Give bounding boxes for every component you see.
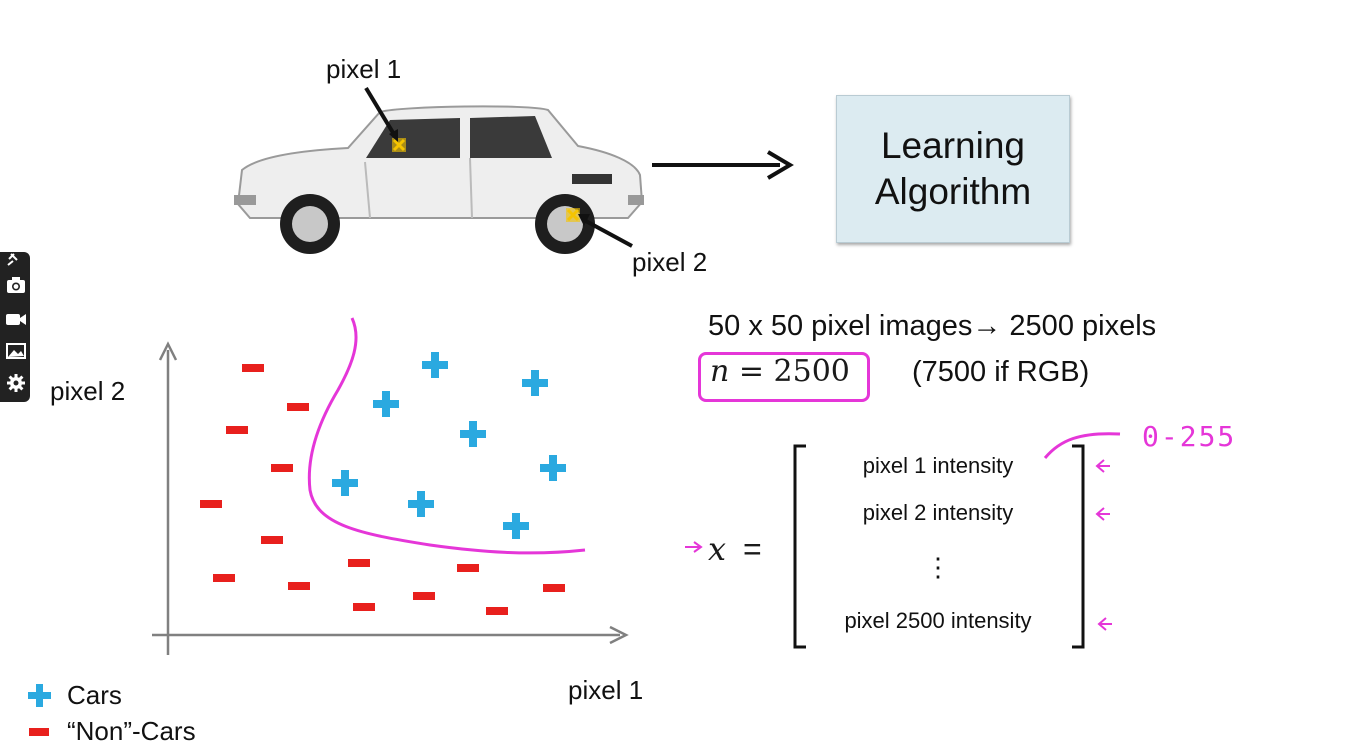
n-variable: n [710,354,730,389]
legend-minus-icon [29,728,49,736]
gear-icon[interactable] [5,372,27,394]
side-toolbar [0,252,30,402]
label-pixel1-car: pixel 1 [326,54,402,84]
noncar-point-8 [288,582,310,590]
noncar-point-4 [271,464,293,472]
car-point-8 [503,513,529,539]
vector-row-1: pixel 1 intensity [862,453,1014,478]
algo-line-1: Learning [880,125,1025,166]
noncar-point-9 [348,559,370,567]
noncar-point-3 [226,426,248,434]
pixel1-marker-icon [392,138,406,152]
noncar-point-13 [413,592,435,600]
noncar-point-11 [543,584,565,592]
n-highlight-box [698,352,870,402]
plot-axes [152,341,629,655]
car-point-5 [540,455,566,481]
vector-row-ellipsis: ⋮ [925,552,951,582]
label-pixel2-car: pixel 2 [632,247,708,277]
noncar-point-14 [486,607,508,615]
car-point-7 [408,491,434,517]
rgb-note: (7500 if RGB) [912,356,1090,388]
pin-icon[interactable] [5,252,27,266]
camera-icon[interactable] [5,274,27,296]
noncar-point-7 [213,574,235,582]
car-point-3 [373,391,399,417]
legend-non-cars: “Non”-Cars [67,716,196,746]
x-equation: x = [708,530,762,568]
noncar-point-12 [353,603,375,611]
decision-boundary [307,317,586,555]
car-image [234,105,644,254]
algo-line-2: Algorithm [874,171,1032,212]
x-variable: x [708,530,727,568]
x-axis-label: pixel 1 [568,675,644,705]
vector-row-last: pixel 2500 intensity [844,608,1032,633]
y-axis-label: pixel 2 [50,376,126,406]
video-icon[interactable] [5,308,27,330]
learning-algorithm-box: Learning Algorithm [836,95,1070,243]
range-annotation: 0-255 [1142,420,1237,453]
noncar-point-10 [457,564,479,572]
legend-plus-icon [28,684,51,707]
n-value: = 2500 [738,354,850,389]
noncar-point-1 [242,364,264,372]
car-point-4 [460,421,486,447]
car-point-1 [422,352,448,378]
noncar-point-6 [261,536,283,544]
car-point-2 [522,370,548,396]
x-equals: = [742,531,762,567]
image-icon[interactable] [5,340,27,362]
pixel2-marker-icon [566,208,580,222]
noncar-point-5 [200,500,222,508]
vector-row-2: pixel 2 intensity [862,500,1014,525]
n-equation: n = 2500 [710,354,850,389]
images-description: 50 x 50 pixel images→ 2500 pixels [708,310,1157,342]
noncar-point-2 [287,403,309,411]
car-point-6 [332,470,358,496]
legend-cars: Cars [67,680,122,710]
